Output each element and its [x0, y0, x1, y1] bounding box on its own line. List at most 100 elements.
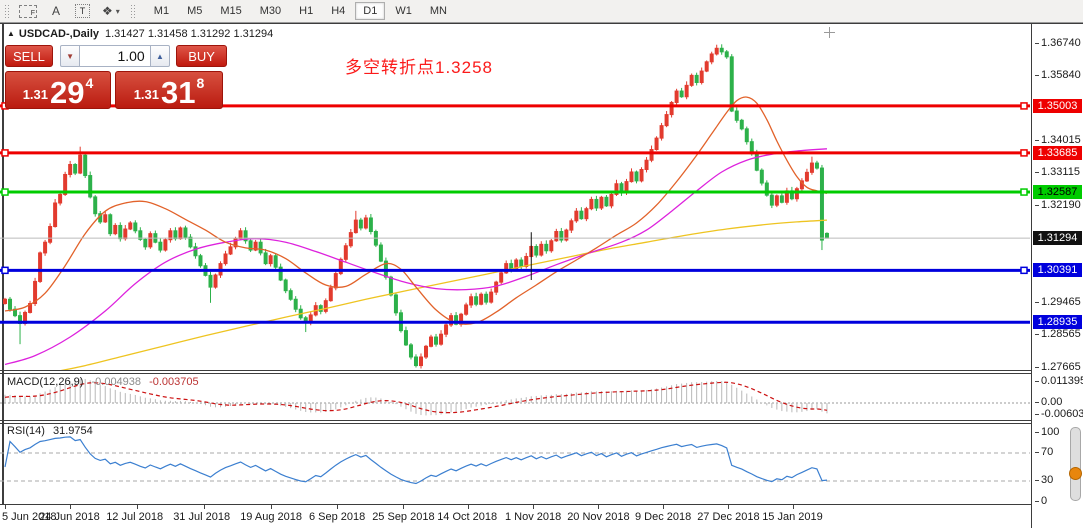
mouse-cursor-icon — [824, 27, 835, 38]
buy-price-pip: 8 — [196, 75, 205, 91]
text-icon[interactable]: A — [43, 1, 69, 21]
rsi-pane[interactable] — [0, 423, 1030, 504]
date-label: 9 Dec 2018 — [635, 511, 692, 523]
price-badge: 1.33685 — [1033, 146, 1082, 160]
line-handle[interactable] — [1020, 102, 1028, 110]
date-tick — [271, 505, 272, 509]
date-tick — [70, 505, 71, 509]
rsi-name: RSI(14) — [7, 425, 45, 437]
macd-signal-line — [4, 381, 828, 414]
sell-price-pip: 4 — [85, 75, 94, 91]
pane-separator[interactable] — [0, 423, 1083, 424]
text-label-icon[interactable]: T — [69, 1, 96, 21]
price-axis[interactable]: 1.36740 1.35840 1.34015 1.33115 1.32190 1.294… — [1031, 24, 1083, 528]
timeframe-w1[interactable]: W1 — [387, 2, 420, 20]
line-handle[interactable] — [1020, 266, 1028, 275]
toolbar-grip[interactable] — [4, 3, 9, 19]
buy-button[interactable]: BUY — [176, 45, 227, 67]
date-tick — [204, 505, 205, 509]
scrollbar-thumb[interactable] — [1069, 427, 1082, 501]
date-tick — [728, 505, 729, 509]
timeframe-m5[interactable]: M5 — [179, 2, 210, 20]
sell-price-big: 29 — [50, 74, 85, 110]
sell-button[interactable]: SELL — [5, 45, 53, 67]
macd-label: MACD(12,26,9) -0.004938 -0.003705 — [7, 376, 199, 388]
price-badge: 1.28935 — [1033, 315, 1082, 329]
buy-price-panel[interactable]: 1.31 31 8 — [115, 71, 223, 109]
line-handle[interactable] — [1, 149, 9, 157]
price-tick-label: 1.36740 — [1035, 37, 1081, 49]
volume-decrease-button[interactable]: ▼ — [59, 45, 81, 67]
window-border-top — [0, 23, 1083, 24]
price-tick-label: 1.35840 — [1035, 69, 1081, 81]
line-handle[interactable] — [1, 266, 9, 275]
timeframe-h4[interactable]: H4 — [323, 2, 353, 20]
date-tick — [337, 505, 338, 509]
ohlc-values: 1.31427 1.31458 1.31292 1.31294 — [105, 28, 274, 40]
date-tick — [793, 505, 794, 509]
timeframe-m30[interactable]: M30 — [252, 2, 289, 20]
date-tick — [468, 505, 469, 509]
rsi-tick-label: 100 — [1035, 426, 1059, 438]
date-tick — [5, 505, 6, 509]
top-toolbar: F A T ❖ ▾ M1 M5 M15 M30 H1 H4 D1 W1 MN — [0, 0, 1083, 23]
symbol-period-label: USDCAD-,Daily — [18, 28, 99, 40]
chinese-annotation-text: 多空转折点1.3258 — [345, 58, 493, 77]
price-tick-label: 1.28565 — [1035, 328, 1081, 340]
macd-pane[interactable] — [0, 374, 1030, 420]
macd-main-value: -0.004938 — [91, 376, 142, 388]
text-glyph: A — [51, 4, 60, 18]
buy-price-big: 31 — [161, 74, 196, 110]
line-handle[interactable] — [1020, 149, 1028, 157]
line-handle[interactable] — [1, 188, 9, 196]
macd-signal-value: -0.003705 — [149, 376, 199, 388]
date-label: 14 Oct 2018 — [437, 511, 498, 523]
axis-separator — [0, 504, 1083, 505]
timeframe-h1[interactable]: H1 — [291, 2, 321, 20]
volume-input[interactable]: 1.00 — [80, 45, 150, 67]
arrows-icon[interactable]: ❖ ▾ — [96, 1, 126, 21]
fibonacci-icon[interactable]: F — [13, 1, 43, 21]
price-badge: 1.31294 — [1033, 231, 1082, 245]
timeframe-mn[interactable]: MN — [422, 2, 455, 20]
ma-slow-line — [55, 219, 828, 371]
candles — [3, 44, 829, 369]
macd-name: MACD(12,26,9) — [7, 376, 84, 388]
date-label: 24 Jun 2018 — [39, 511, 100, 523]
toolbar-grip[interactable] — [129, 3, 135, 19]
chart-title-bar: ▲ USDCAD-,Daily 1.31427 1.31458 1.31292 1.… — [7, 28, 273, 40]
price-badge: 1.35003 — [1033, 99, 1082, 113]
date-axis[interactable]: 5 Jun 2018 24 Jun 2018 12 Jul 2018 31 Jul 2… — [0, 505, 1030, 528]
scroll-marker-icon[interactable] — [1069, 467, 1082, 480]
price-tick-label: 1.32190 — [1035, 199, 1081, 211]
price-tick-label: 1.34015 — [1035, 134, 1081, 146]
date-tick — [533, 505, 534, 509]
timeframe-m1[interactable]: M1 — [146, 2, 177, 20]
chevron-down-icon: ▾ — [115, 6, 120, 16]
macd-tick-label: 0.011395 — [1035, 375, 1083, 387]
date-tick — [598, 505, 599, 509]
date-tick — [137, 505, 138, 509]
date-label: 5 Jun 2018 — [2, 511, 57, 523]
volume-increase-button[interactable]: ▲ — [149, 45, 171, 67]
collapse-triangle-icon[interactable]: ▲ — [7, 29, 15, 38]
arrow-down-icon: ▼ — [66, 51, 75, 61]
price-tick-label: 1.27665 — [1035, 361, 1081, 373]
ma-fast-line — [4, 96, 828, 325]
pane-separator[interactable] — [0, 420, 1083, 421]
timeframe-d1[interactable]: D1 — [355, 2, 386, 20]
rsi-tick-label: 0 — [1035, 495, 1047, 507]
pane-separator[interactable] — [0, 373, 1083, 374]
macd-tick-label: 0.00 — [1035, 396, 1062, 408]
sell-price-prefix: 1.31 — [22, 87, 49, 102]
pane-separator[interactable] — [0, 370, 1083, 371]
fibonacci-glyph: F — [19, 4, 37, 18]
line-handle[interactable] — [1020, 188, 1028, 196]
date-label: 25 Sep 2018 — [372, 511, 435, 523]
timeframe-m15[interactable]: M15 — [212, 2, 249, 20]
main-chart-pane[interactable] — [0, 24, 1030, 371]
sell-price-panel[interactable]: 1.31 29 4 — [5, 71, 111, 109]
price-tick-label: 1.33115 — [1035, 166, 1080, 178]
